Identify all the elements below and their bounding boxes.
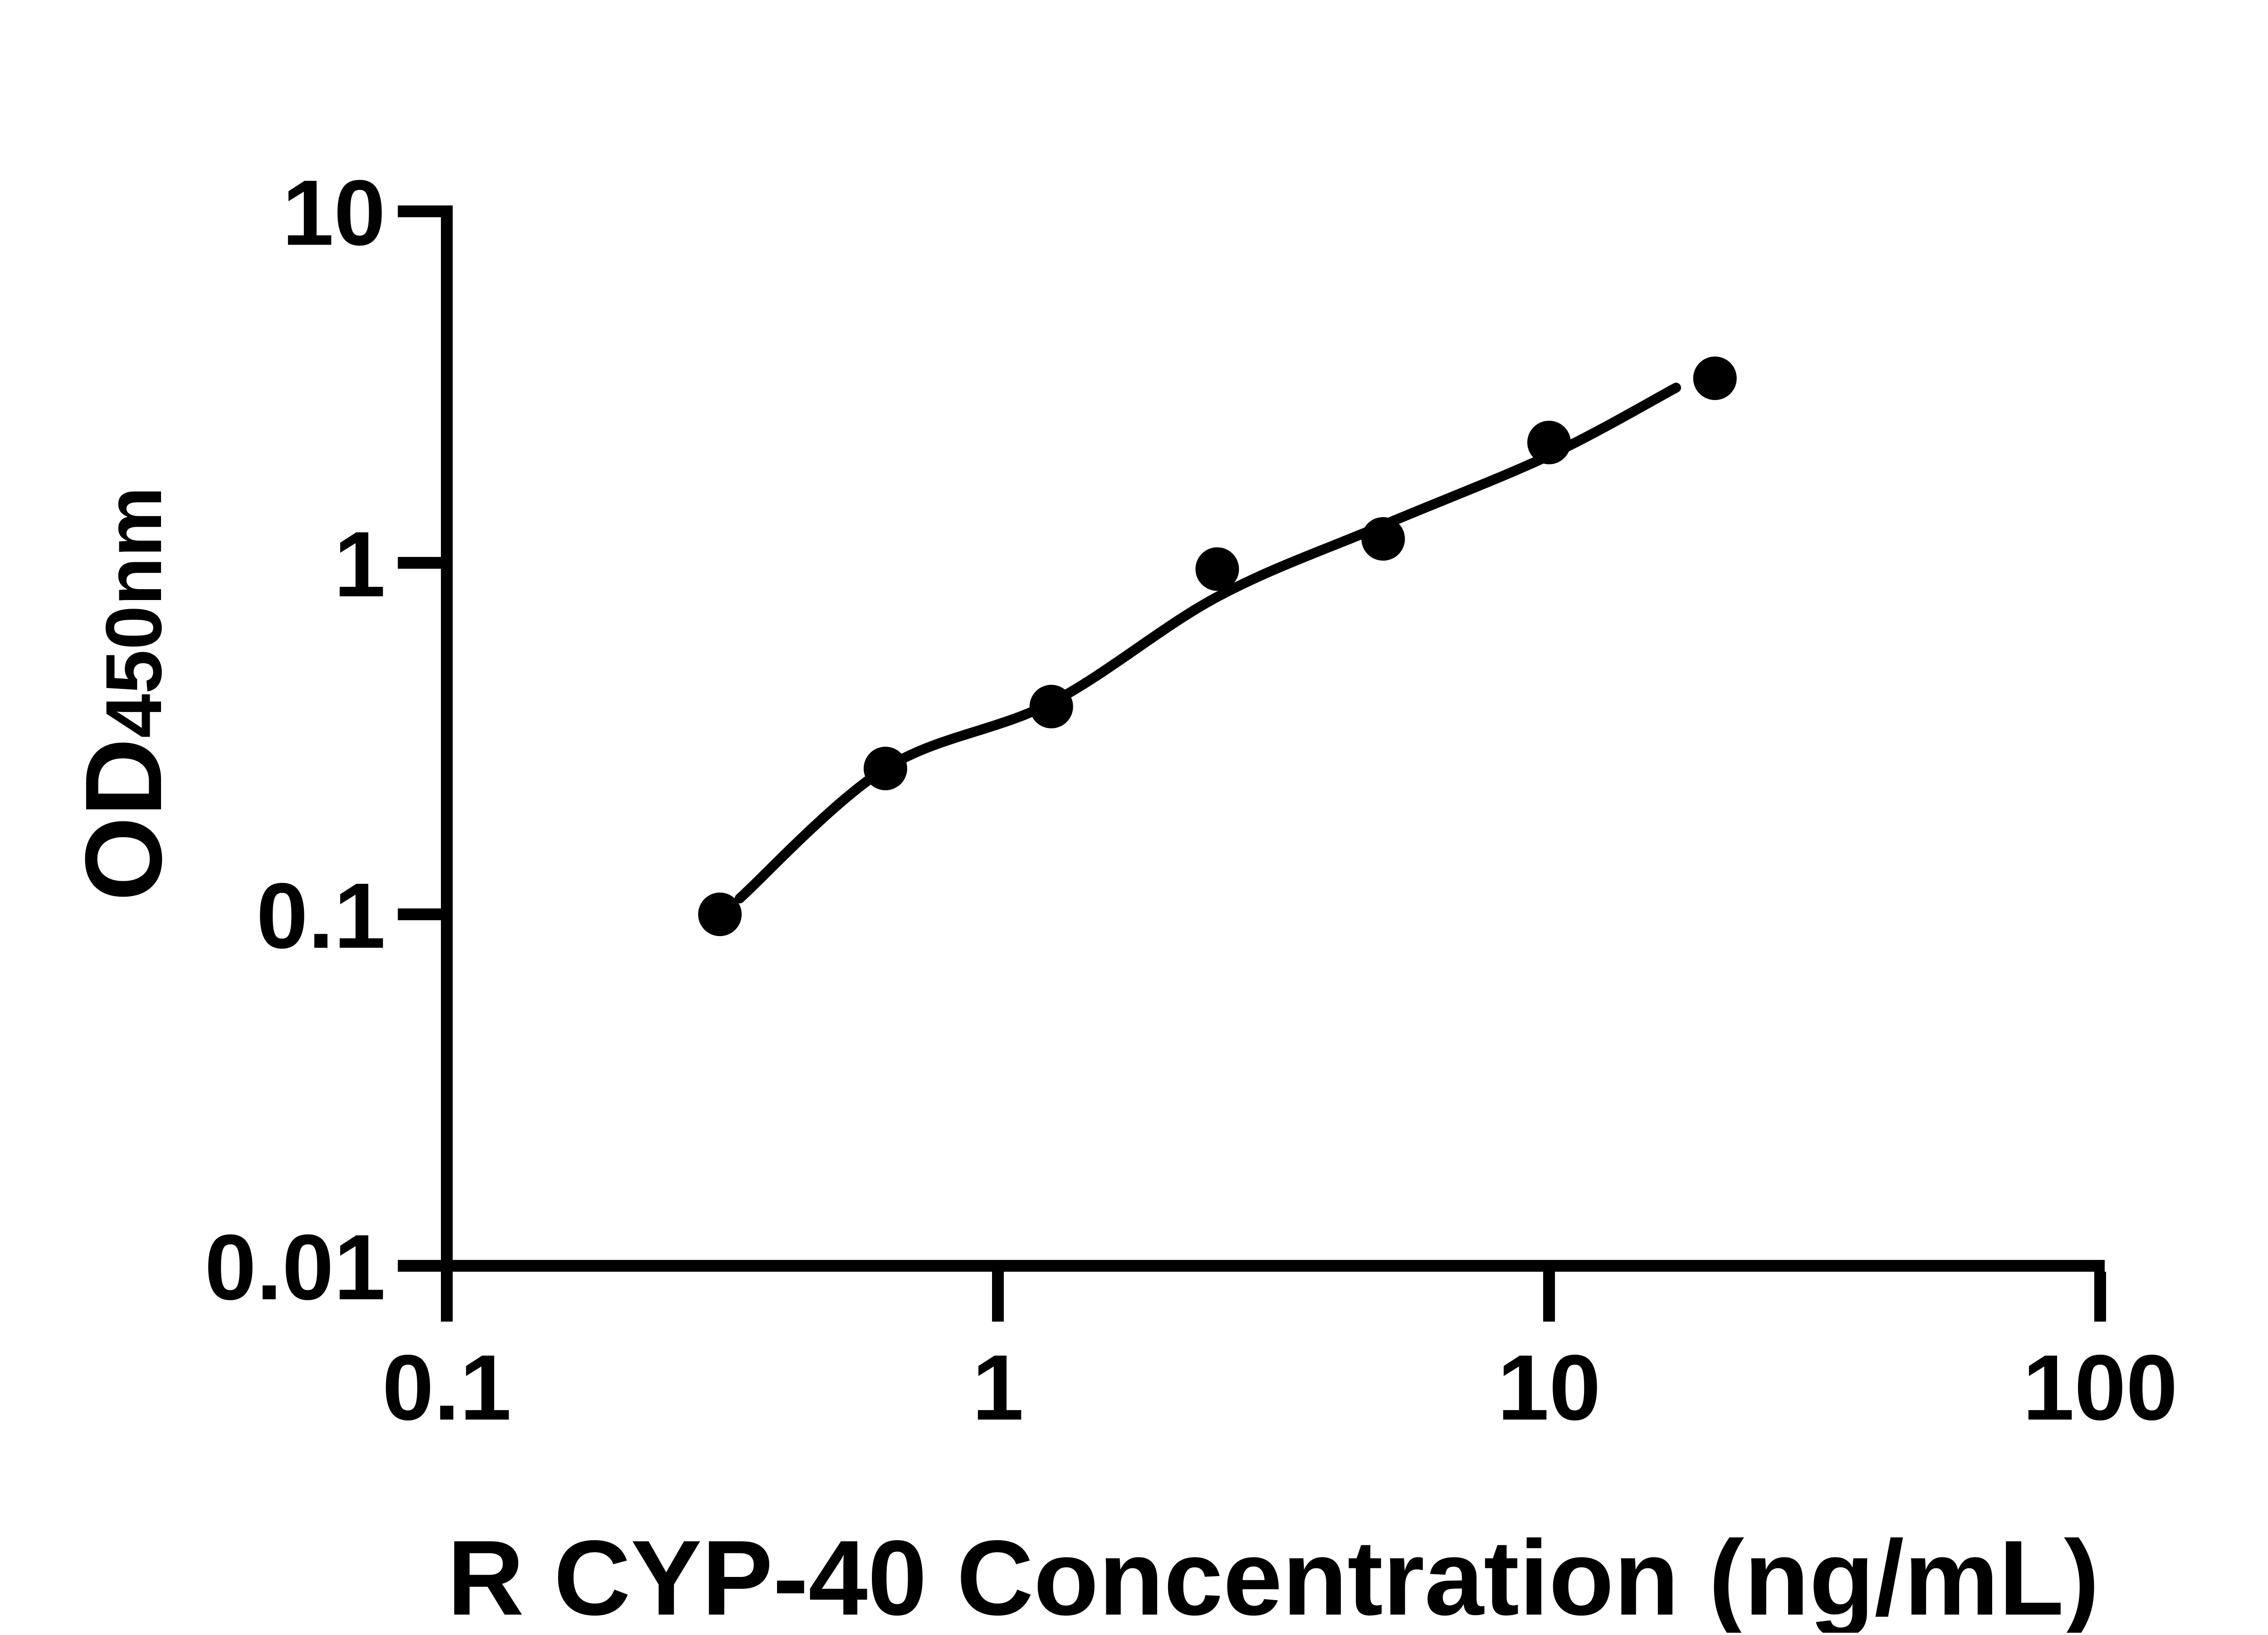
data-point-marker — [698, 893, 742, 936]
plot-area — [698, 356, 1737, 936]
x-axis-title: R CYP-40 Concentration (ng/mL) — [447, 1518, 2100, 1633]
x-tick-label: 100 — [2023, 1336, 2178, 1440]
y-axis-title: OD450nm — [63, 487, 184, 901]
y-tick-label: 1 — [334, 512, 386, 616]
y-axis-title-main: OD — [63, 738, 184, 901]
y-axis-title-subscript: 450nm — [90, 487, 178, 738]
y-tick-label: 10 — [282, 161, 386, 265]
data-point-marker — [1195, 547, 1239, 591]
trend-line — [734, 382, 1681, 903]
data-point-marker — [1527, 420, 1571, 464]
y-tick-label: 0.1 — [256, 864, 386, 968]
x-tick-label: 1 — [972, 1336, 1024, 1440]
axes — [441, 205, 2105, 1272]
data-point-marker — [1693, 356, 1737, 400]
data-point-marker — [863, 747, 907, 791]
x-tick-label: 10 — [1497, 1336, 1601, 1440]
x-tick-label: 0.1 — [382, 1336, 512, 1440]
data-point-marker — [1029, 684, 1073, 728]
axis-ticks — [398, 205, 2106, 1322]
data-point-marker — [1361, 517, 1405, 561]
y-tick-label: 0.01 — [205, 1215, 386, 1319]
axis-tick-labels: 0.1 1 10 100 10 1 0.1 0.01 — [205, 161, 2178, 1440]
